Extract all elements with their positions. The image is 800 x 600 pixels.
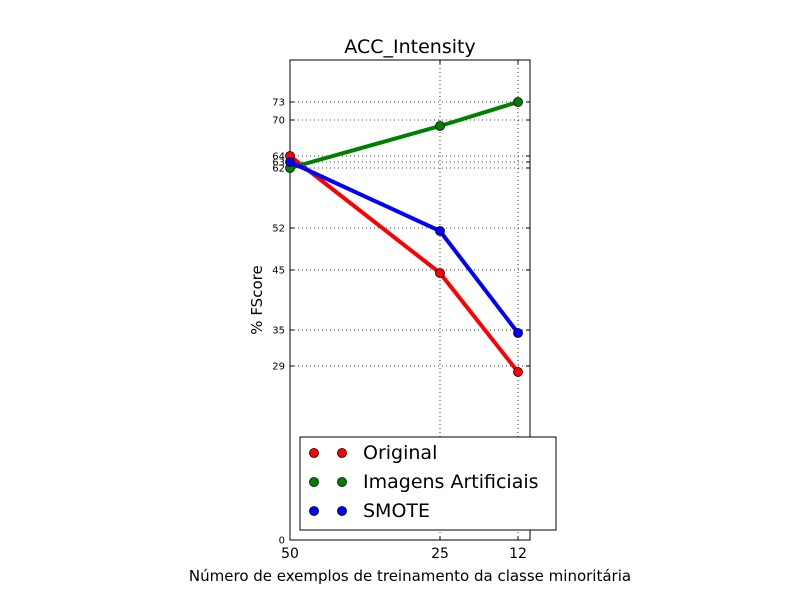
legend-label: Original xyxy=(363,442,437,464)
y-axis-label: % FScore xyxy=(248,265,266,334)
legend-label: Imagens Artificiais xyxy=(363,471,539,493)
chart-title: ACC_Intensity xyxy=(344,36,475,58)
data-point-original xyxy=(435,268,445,278)
y-tick-label: 0 xyxy=(279,536,285,547)
x-tick-label: 12 xyxy=(509,546,527,562)
y-tick-label: 70 xyxy=(272,116,285,127)
y-tick-label: 73 xyxy=(272,98,285,109)
legend-marker xyxy=(309,477,319,487)
x-tick-label: 50 xyxy=(281,546,299,562)
data-point-imagens-artificiais xyxy=(513,97,523,107)
y-tick-label: 64 xyxy=(272,152,285,163)
data-point-imagens-artificiais xyxy=(435,121,445,131)
legend-label: SMOTE xyxy=(363,500,430,522)
legend-marker xyxy=(337,506,347,516)
data-point-smote xyxy=(435,226,445,236)
legend-marker xyxy=(337,477,347,487)
x-axis-label: Número de exemplos de treinamento da cla… xyxy=(189,567,631,585)
series-line-imagens-artificiais xyxy=(289,100,519,170)
x-tick-label: 25 xyxy=(431,546,449,562)
data-point-smote xyxy=(285,157,295,167)
y-tick-label: 29 xyxy=(272,362,285,373)
series-line-smote xyxy=(289,160,520,335)
y-tick-label: 35 xyxy=(272,326,285,337)
y-tick-label: 45 xyxy=(272,266,285,277)
series-lines xyxy=(285,97,523,377)
y-tick-label: 62 xyxy=(272,164,285,175)
legend-marker xyxy=(337,448,347,458)
legend-marker xyxy=(309,448,319,458)
legend-marker xyxy=(309,506,319,516)
data-point-original xyxy=(513,367,523,377)
y-tick-label: 63 xyxy=(272,158,285,169)
legend: Original Imagens Artificiais SMOTE xyxy=(299,436,557,531)
plot-area xyxy=(289,59,531,541)
data-point-smote xyxy=(513,328,523,338)
y-tick-label: 52 xyxy=(272,224,285,235)
series-line-original xyxy=(288,154,520,374)
